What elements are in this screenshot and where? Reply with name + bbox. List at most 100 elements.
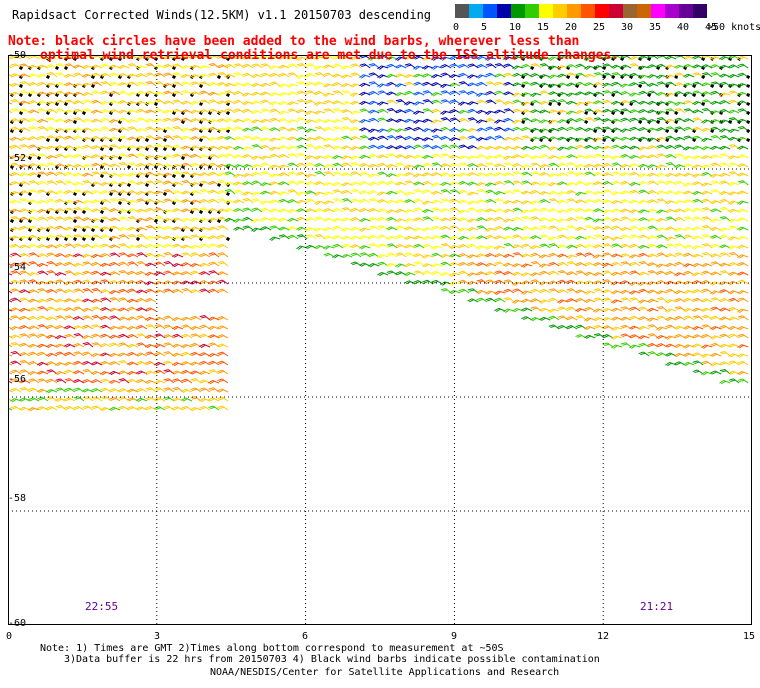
contamination-dot bbox=[199, 183, 203, 187]
wind-barb bbox=[431, 216, 443, 222]
wind-barb bbox=[46, 198, 58, 204]
wind-barb bbox=[701, 353, 713, 359]
wind-barb bbox=[620, 216, 632, 222]
wind-barb bbox=[332, 243, 344, 249]
wind-barb bbox=[181, 226, 195, 233]
wind-barb bbox=[503, 218, 515, 223]
wind-barb bbox=[728, 252, 740, 258]
wind-barb bbox=[163, 72, 177, 80]
wind-barb bbox=[82, 190, 94, 195]
wind-barb bbox=[440, 163, 452, 168]
wind-barb bbox=[485, 217, 497, 222]
wind-barb bbox=[278, 172, 290, 177]
wind-barb bbox=[503, 297, 515, 303]
wind-barb bbox=[154, 72, 166, 78]
wind-barb bbox=[728, 128, 740, 134]
contamination-dot bbox=[108, 56, 114, 62]
wind-barb bbox=[629, 109, 641, 114]
wind-barb bbox=[73, 100, 85, 105]
wind-barb bbox=[251, 63, 263, 69]
wind-barb bbox=[728, 64, 740, 69]
wind-barb bbox=[127, 180, 139, 186]
legend-label: 15 bbox=[537, 22, 550, 33]
wind-barb bbox=[656, 234, 668, 240]
wind-barb bbox=[287, 153, 299, 159]
wind-barb bbox=[172, 108, 186, 116]
wind-barb bbox=[55, 63, 69, 71]
wind-barb bbox=[91, 333, 103, 339]
wind-barb bbox=[647, 154, 659, 159]
wind-barb bbox=[118, 145, 132, 152]
wind-barb bbox=[278, 191, 290, 196]
footer-credit: NOAA/NESDIS/Center for Satellite Applica… bbox=[210, 667, 560, 678]
wind-barb bbox=[602, 118, 616, 125]
wind-barb bbox=[674, 180, 686, 186]
contamination-dot bbox=[665, 111, 670, 115]
wind-barb bbox=[458, 81, 470, 87]
wind-barb bbox=[611, 236, 623, 241]
wind-barb bbox=[37, 55, 51, 62]
wind-barb bbox=[46, 171, 58, 177]
wind-barb bbox=[224, 82, 236, 87]
wind-barb bbox=[620, 261, 632, 267]
wind-barb bbox=[539, 299, 551, 304]
wind-barb bbox=[81, 164, 94, 169]
wind-barb bbox=[135, 128, 148, 133]
wind-barb bbox=[91, 81, 103, 87]
wind-barb bbox=[332, 126, 344, 132]
contamination-dot bbox=[46, 75, 50, 79]
wind-barb bbox=[55, 72, 67, 78]
wind-barb bbox=[530, 235, 542, 240]
wind-barb bbox=[118, 153, 130, 159]
contamination-dot bbox=[63, 65, 69, 71]
wind-barb bbox=[91, 72, 105, 80]
wind-barb bbox=[728, 360, 740, 366]
wind-barb bbox=[181, 199, 195, 206]
wind-barb bbox=[521, 243, 533, 249]
wind-barb bbox=[539, 243, 551, 249]
wind-barb bbox=[154, 351, 166, 357]
x-tick-label: 0 bbox=[6, 631, 13, 642]
wind-barb bbox=[719, 361, 731, 366]
wind-barb bbox=[584, 108, 598, 116]
wind-barb bbox=[629, 136, 643, 142]
wind-barb bbox=[242, 63, 254, 69]
wind-barb bbox=[404, 126, 416, 132]
wind-barb bbox=[368, 173, 380, 179]
wind-barb bbox=[10, 252, 22, 258]
wind-barb bbox=[485, 99, 497, 105]
x-tick-label: 12 bbox=[597, 631, 610, 642]
wind-barb bbox=[323, 92, 335, 97]
wind-barb bbox=[172, 333, 184, 339]
wind-barb bbox=[127, 109, 139, 114]
wind-barb bbox=[395, 135, 407, 141]
wind-barb bbox=[557, 65, 571, 70]
wind-barb bbox=[557, 162, 569, 168]
wind-barb bbox=[368, 72, 380, 78]
wind-barb bbox=[566, 225, 578, 231]
wind-barb bbox=[323, 235, 335, 240]
wind-barb bbox=[208, 81, 220, 87]
wind-barb bbox=[629, 290, 641, 295]
wind-barb bbox=[701, 360, 713, 366]
wind-barb bbox=[521, 64, 535, 71]
wind-barb bbox=[100, 378, 112, 384]
wind-barb bbox=[305, 144, 317, 150]
wind-barb bbox=[503, 63, 515, 69]
wind-barb bbox=[575, 262, 587, 267]
wind-barb bbox=[638, 351, 650, 357]
wind-barb bbox=[46, 406, 58, 411]
wind-barb bbox=[64, 135, 76, 141]
wind-barb bbox=[28, 100, 42, 107]
wind-barb bbox=[449, 198, 461, 204]
wind-barb bbox=[494, 99, 506, 105]
wind-barb bbox=[557, 324, 569, 330]
wind-barb bbox=[91, 244, 103, 249]
wind-barb bbox=[647, 180, 659, 186]
wind-barb bbox=[10, 297, 22, 303]
wind-barb bbox=[413, 189, 425, 195]
wind-barb bbox=[440, 90, 452, 96]
wind-barb bbox=[422, 108, 434, 114]
wind-barb bbox=[575, 91, 587, 96]
wind-barb bbox=[109, 342, 121, 348]
